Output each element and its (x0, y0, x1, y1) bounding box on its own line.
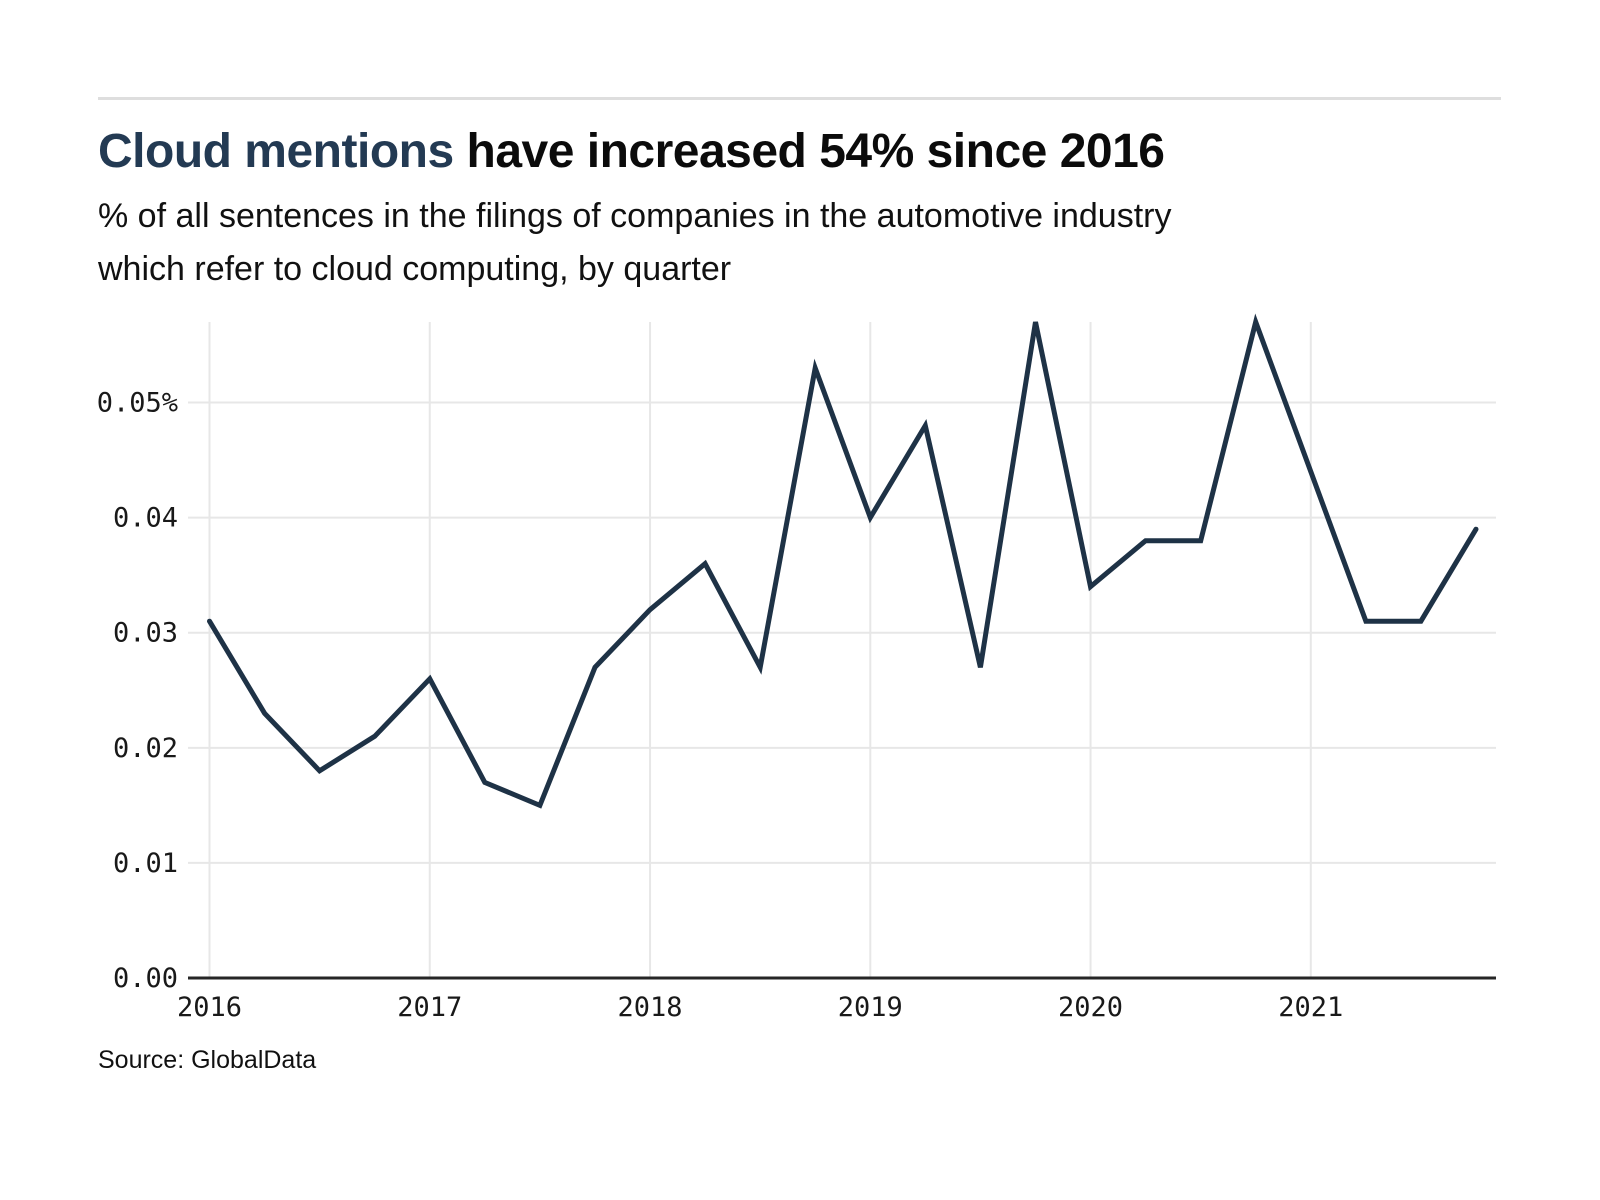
title-accent: Cloud mentions (98, 125, 454, 178)
top-divider (98, 97, 1501, 100)
y-tick-label: 0.03 (113, 618, 178, 649)
y-tick-label: 0.04 (113, 503, 178, 534)
y-tick-label: 0.00 (113, 963, 178, 994)
x-tick-label: 2020 (1058, 992, 1123, 1023)
x-tick-label: 2018 (618, 992, 683, 1023)
subtitle-line-1: % of all sentences in the filings of com… (98, 197, 1172, 235)
x-tick-label: 2016 (177, 992, 242, 1023)
trend-line (207, 313, 1479, 809)
page-title: Cloud mentions have increased 54% since … (98, 124, 1165, 179)
y-tick-label: 0.02 (113, 733, 178, 764)
source-note: Source: GlobalData (98, 1046, 317, 1074)
y-tick-label: 0.05% (97, 388, 178, 419)
x-tick-label: 2021 (1278, 992, 1343, 1023)
title-rest: have increased 54% since 2016 (453, 125, 1165, 178)
chart-subtitle: % of all sentences in the filings of com… (98, 190, 1171, 296)
x-tick-label: 2017 (397, 992, 462, 1023)
subtitle-line-2: which refer to cloud computing, by quart… (98, 250, 732, 288)
y-tick-label: 0.01 (113, 848, 178, 879)
x-tick-label: 2019 (838, 992, 903, 1023)
